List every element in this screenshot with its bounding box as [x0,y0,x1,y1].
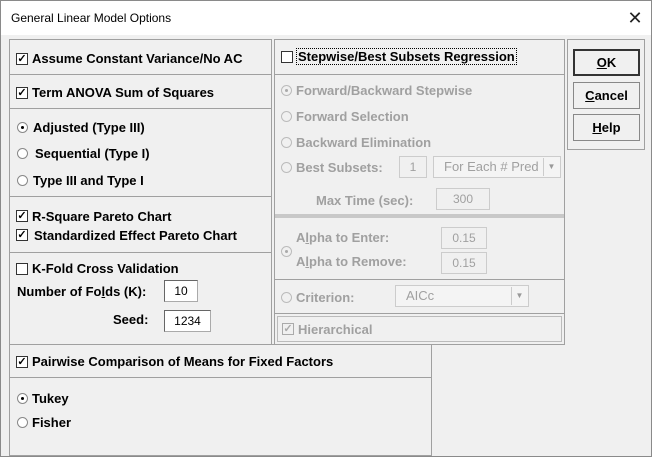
best-subsets-input[interactable]: 1 [399,156,427,178]
help-button[interactable]: Help [573,114,640,141]
seed-label: Seed: [113,312,149,327]
folds-input[interactable]: 10 [164,280,198,302]
chevron-down-icon: ▼ [543,158,559,176]
stepwise-checkbox[interactable] [281,51,293,63]
assume-constant-variance-label: Assume Constant Variance/No AC [32,51,243,66]
sequential-radio[interactable] [17,148,28,159]
type3-and-type1-label: Type III and Type I [33,173,144,188]
stepwise-panel: Stepwise/Best Subsets Regression Forward… [274,39,565,345]
kfold-section: K-Fold Cross Validation Number of Folds … [10,253,271,345]
cancel-button[interactable]: Cancel [573,82,640,109]
assume-section: ✓ Assume Constant Variance/No AC [10,40,271,75]
folds-label: Number of Folds (K): [17,284,147,299]
assume-constant-variance-checkbox[interactable]: ✓ [16,53,28,65]
best-subsets-mode-dropdown[interactable]: For Each # Pred ▼ [433,156,561,178]
pareto-section: ✓ R-Square Pareto Chart ✓ Standardized E… [10,197,271,253]
title-bar: General Linear Model Options ✕ [1,1,651,35]
best-subsets-radio[interactable] [281,162,292,173]
close-icon[interactable]: ✕ [627,8,643,28]
pairwise-header: ✓ Pairwise Comparison of Means for Fixed… [10,345,431,378]
backward-elimination-label: Backward Elimination [296,135,432,150]
alpha-enter-input[interactable]: 0.15 [441,227,487,249]
criterion-label: Criterion: [296,290,355,305]
stepwise-label: Stepwise/Best Subsets Regression [296,48,517,65]
sequential-label: Sequential (Type I) [35,146,150,161]
alpha-remove-label: Alpha to Remove: [296,254,407,269]
alpha-remove-input[interactable]: 0.15 [441,252,487,274]
rsquare-pareto-label: R-Square Pareto Chart [32,209,172,224]
forward-selection-label: Forward Selection [296,109,409,124]
pairwise-label: Pairwise Comparison of Means for Fixed F… [32,354,334,369]
alpha-section: Alpha to Enter: 0.15 Alpha to Remove: 0.… [275,218,564,280]
backward-elimination-radio[interactable] [281,137,292,148]
stepwise-methods-section: Forward/Backward Stepwise Forward Select… [275,75,564,218]
window-title: General Linear Model Options [11,11,172,25]
hierarchical-checkbox[interactable]: ✓ [282,323,294,335]
adjusted-radio[interactable] [17,122,28,133]
term-anova-label: Term ANOVA Sum of Squares [32,85,215,100]
criterion-dropdown[interactable]: AICc ▼ [395,285,529,307]
best-subsets-label: Best Subsets: [296,160,383,175]
adjusted-label: Adjusted (Type III) [33,120,145,135]
kfold-label: K-Fold Cross Validation [32,261,179,276]
stepwise-header: Stepwise/Best Subsets Regression [275,40,564,75]
forward-backward-radio[interactable] [281,85,292,96]
rsquare-pareto-checkbox[interactable]: ✓ [16,210,28,222]
fisher-radio[interactable] [17,417,28,428]
std-effect-pareto-checkbox[interactable]: ✓ [16,229,28,241]
ok-button[interactable]: OK [573,49,640,76]
hierarchical-section: ✓ Hierarchical [277,316,562,342]
chevron-down-icon: ▼ [511,287,527,305]
criterion-radio[interactable] [281,292,292,303]
fisher-label: Fisher [32,415,72,430]
pairwise-panel: ✓ Pairwise Comparison of Means for Fixed… [9,344,432,456]
kfold-checkbox[interactable] [16,263,28,275]
tukey-label: Tukey [32,391,69,406]
std-effect-pareto-label: Standardized Effect Pareto Chart [34,228,237,243]
ss-type-section: Adjusted (Type III) Sequential (Type I) … [10,109,271,197]
term-anova-section: ✓ Term ANOVA Sum of Squares [10,75,271,109]
hierarchical-label: Hierarchical [298,322,373,337]
alpha-enter-label: Alpha to Enter: [296,230,390,245]
criterion-section: Criterion: AICc ▼ [275,280,564,314]
max-time-input[interactable]: 300 [436,188,490,210]
left-options-panel: ✓ Assume Constant Variance/No AC ✓ Term … [9,39,272,345]
pairwise-checkbox[interactable]: ✓ [16,356,28,368]
tukey-radio[interactable] [17,393,28,404]
type3-and-type1-radio[interactable] [17,175,28,186]
forward-selection-radio[interactable] [281,111,292,122]
seed-input[interactable]: 1234 [164,310,211,332]
forward-backward-label: Forward/Backward Stepwise [296,83,473,98]
buttons-panel: OK Cancel Help [567,39,645,150]
alpha-radio[interactable] [281,246,292,257]
max-time-label: Max Time (sec): [316,193,414,208]
term-anova-checkbox[interactable]: ✓ [16,87,28,99]
